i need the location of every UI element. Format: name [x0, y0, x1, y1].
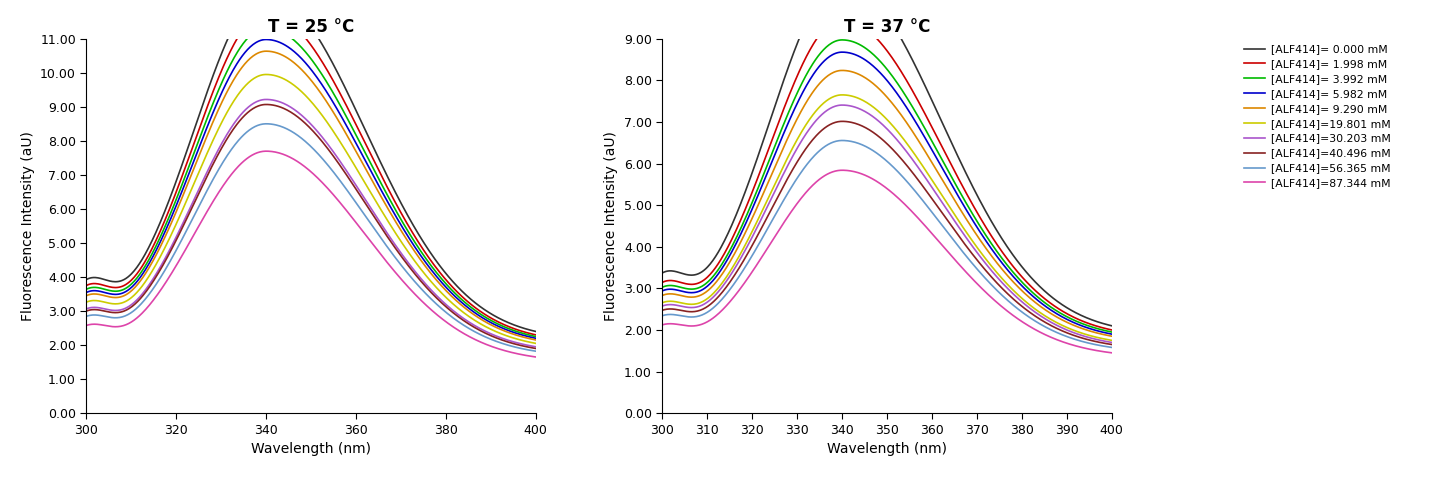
Legend: [ALF414]= 0.000 mM, [ALF414]= 1.998 mM, [ALF414]= 3.992 mM, [ALF414]= 5.982 mM, : [ALF414]= 0.000 mM, [ALF414]= 1.998 mM, …	[1244, 44, 1391, 188]
Title: T = 37 °C: T = 37 °C	[844, 18, 930, 36]
Y-axis label: Fluorescence Intensity (aU): Fluorescence Intensity (aU)	[605, 131, 618, 321]
X-axis label: Wavelength (nm): Wavelength (nm)	[827, 442, 948, 456]
X-axis label: Wavelength (nm): Wavelength (nm)	[251, 442, 372, 456]
Y-axis label: Fluorescence Intensity (aU): Fluorescence Intensity (aU)	[20, 131, 35, 321]
Title: T = 25 °C: T = 25 °C	[268, 18, 354, 36]
